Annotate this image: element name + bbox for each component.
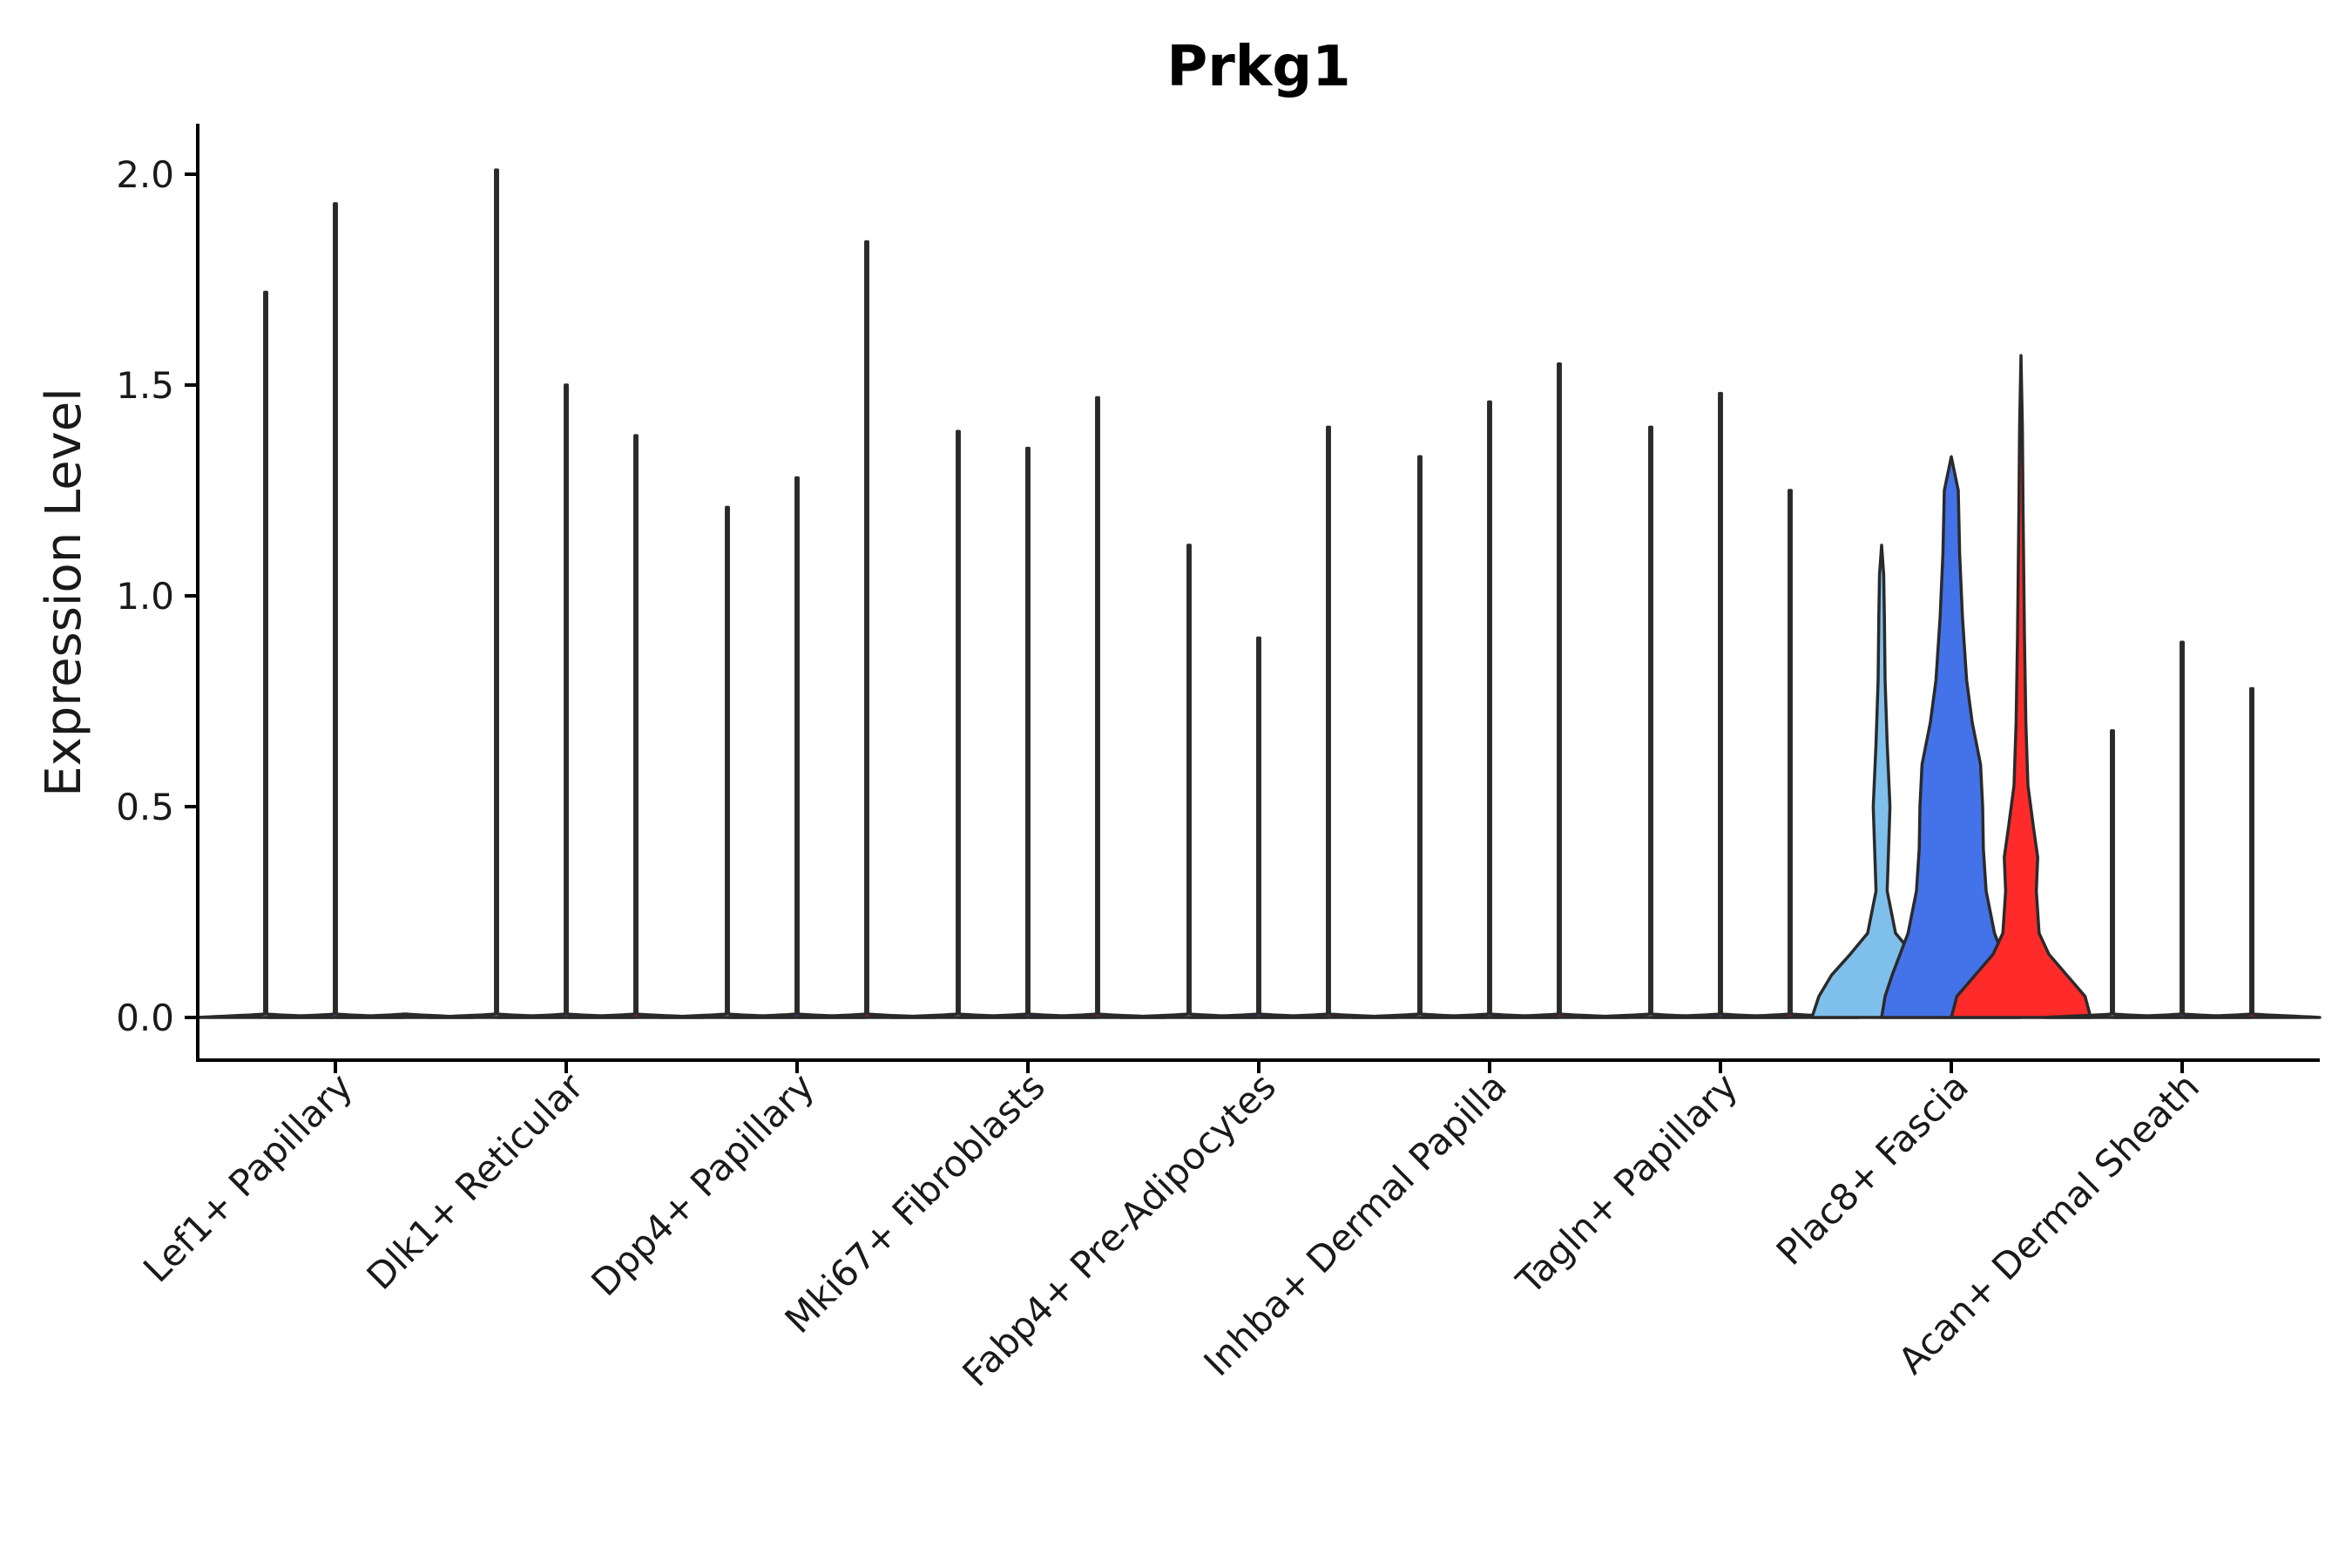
x-tick-label: Plac8+ Fascia [1768,1064,1977,1273]
violin-3-group-3 [797,240,936,1019]
violin-2-group-1 [427,168,566,1019]
violin-2-group-2 [497,383,636,1019]
violin-6-group-2 [1420,400,1559,1019]
y-tick-label: 1.5 [116,364,174,407]
y-axis-title: Expression Level [36,388,92,797]
y-tick-label: 0.0 [116,997,174,1039]
violin-9-group-3 [2182,686,2322,1019]
y-tick-label: 2.0 [116,153,174,196]
x-tick-label: Dpp4+ Papillary [583,1064,822,1304]
y-tick-label: 0.5 [116,786,174,828]
x-tick-label: Mki67+ Fibroblasts [777,1064,1053,1341]
violin-4-group-2 [958,446,1098,1019]
violin-6-group-3 [1490,362,1629,1019]
violin-1-group-2 [266,202,405,1019]
violins-layer [196,168,2322,1019]
y-axis-ticks: 0.0 0.5 1.0 1.5 2.0 [116,153,198,1039]
violin-8-group-3 [1950,354,2092,1019]
violin-7-group-3 [1720,489,1860,1019]
violin-7-group-1 [1581,425,1720,1019]
violin-8-group-2 [1880,455,2023,1019]
x-tick-label: Tagln+ Papillary [1508,1064,1746,1302]
y-tick-label: 1.0 [116,575,174,618]
violin-5-group-2 [1189,636,1328,1019]
violin-4-group-3 [1028,395,1167,1019]
violin-8-group-1 [1810,544,1953,1019]
x-tick-label: Lef1+ Papillary [135,1064,361,1290]
violin-5-group-1 [1119,544,1259,1019]
violin-2-group-3 [566,434,706,1019]
violin-3-group-2 [727,476,867,1019]
violin-4-group-1 [889,429,1028,1019]
x-tick-label: Dlk1+ Reticular [359,1064,592,1298]
chart-title: Prkg1 [1166,35,1350,99]
violin-6-group-1 [1350,455,1490,1019]
violin-9-group-2 [2112,640,2252,1019]
violin-5-group-3 [1259,425,1398,1019]
violin-1-group-1 [196,290,335,1019]
violin-3-group-1 [658,505,797,1019]
violin-7-group-2 [1651,391,1790,1019]
